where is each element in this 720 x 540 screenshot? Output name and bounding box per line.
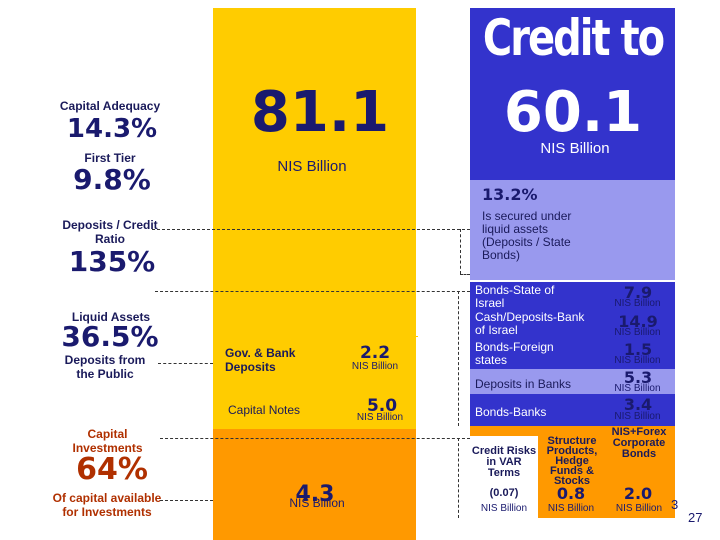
deposits-credit-connector <box>152 229 470 230</box>
row-bonds-banks-value: 3.4 <box>623 395 653 414</box>
nis-forex-value: 2.0 <box>623 484 653 503</box>
capital-investments-value: 64% <box>76 452 148 487</box>
capital-investments-label: Capital Investments <box>72 427 143 455</box>
gov-bank-divider <box>213 336 418 337</box>
credit-risks-box <box>470 436 538 518</box>
total-assets-unit: NIS Billion <box>277 158 347 175</box>
secured-text: Is secured under liquid assets (Deposits… <box>482 209 572 262</box>
capital-adequacy-value: 14.3% <box>66 114 158 144</box>
row-bonds-state-unit: NIS Billion <box>614 298 661 309</box>
nis-forex-label: NIS+Forex Corporate Bonds <box>611 426 667 460</box>
first-tier-value: 9.8% <box>73 163 151 196</box>
capital-notes-value: 5.0 <box>366 396 398 416</box>
deposits-public-label: Deposits from the Public <box>64 353 146 381</box>
structure-unit: NIS Billion <box>547 503 595 514</box>
capital-investments-connector <box>160 438 470 439</box>
row-bonds-banks-unit: NIS Billion <box>614 411 661 422</box>
credit-risks-label: Credit Risks in VAR Terms <box>471 445 537 479</box>
capital-investments-connector-v <box>458 438 459 518</box>
gov-bank-value: 2.2 <box>359 343 391 363</box>
credit-title: Credit to <box>482 10 665 68</box>
capital-notes-block <box>213 395 416 429</box>
capital-available-connector <box>160 500 213 501</box>
row-bonds-foreign-value: 1.5 <box>623 340 653 359</box>
secured-pct: 13.2% <box>482 185 538 204</box>
liquid-assets-label: Liquid Assets <box>71 310 151 324</box>
capital-notes-label: Capital Notes <box>228 403 301 417</box>
capital-block <box>213 429 416 540</box>
secured-connector-h <box>460 274 470 275</box>
deposits-public-connector <box>158 363 213 364</box>
row-bonds-banks-label: Bonds-Banks <box>475 405 547 419</box>
row-deposits-banks-band <box>470 369 675 394</box>
liquid-block <box>470 282 675 426</box>
capital-notes-unit: NIS Billion <box>356 412 404 423</box>
row-bonds-state-label: Bonds-State of Israel <box>475 283 555 310</box>
row-bonds-state-value: 7.9 <box>623 283 653 302</box>
row-cash-value: 14.9 <box>618 312 658 331</box>
stray-digit: 3 <box>671 497 679 512</box>
structure-value: 0.8 <box>556 484 586 503</box>
credit-block <box>470 8 675 180</box>
credit-unit: NIS Billion <box>540 140 610 157</box>
total-assets-value: 81.1 <box>250 80 390 145</box>
capital-unit: NIS Billion <box>289 496 345 510</box>
capital-value: 4.3 <box>295 482 335 507</box>
credit-risks-unit: NIS Billion <box>480 503 528 514</box>
row-deposits-banks-unit: NIS Billion <box>614 383 661 394</box>
row-cash-label: Cash/Deposits-Bank of Israel <box>475 310 585 337</box>
first-tier-label: First Tier <box>84 151 136 165</box>
credit-risks-value: (0.07) <box>489 487 519 499</box>
secured-block <box>470 180 675 280</box>
capital-adequacy-label: Capital Adequacy <box>59 99 161 113</box>
total-assets-block <box>213 8 416 395</box>
structure-label: Structure Products, Hedge Funds & Stocks <box>546 435 598 487</box>
row-bonds-foreign-unit: NIS Billion <box>614 355 661 366</box>
liquid-assets-connector-v <box>458 291 459 426</box>
liquid-assets-connector <box>155 291 470 292</box>
row-bonds-foreign-label: Bonds-Foreign states <box>475 340 554 367</box>
gov-bank-unit: NIS Billion <box>351 361 399 372</box>
deposits-credit-label: Deposits / Credit Ratio <box>62 218 158 246</box>
gov-bank-label: Gov. & Bank Deposits <box>225 346 296 374</box>
deposits-credit-value: 135% <box>68 245 156 278</box>
row-deposits-banks-label: Deposits in Banks <box>475 377 572 391</box>
nis-forex-unit: NIS Billion <box>615 503 663 514</box>
secured-connector-v <box>460 229 461 274</box>
page-number: 27 <box>688 510 703 525</box>
liquid-assets-value: 36.5% <box>61 320 159 353</box>
credit-value: 60.1 <box>503 80 643 145</box>
row-cash-unit: NIS Billion <box>614 327 661 338</box>
capital-available-label: Of capital available for Investments <box>52 491 162 519</box>
row-deposits-banks-value: 5.3 <box>623 368 653 387</box>
